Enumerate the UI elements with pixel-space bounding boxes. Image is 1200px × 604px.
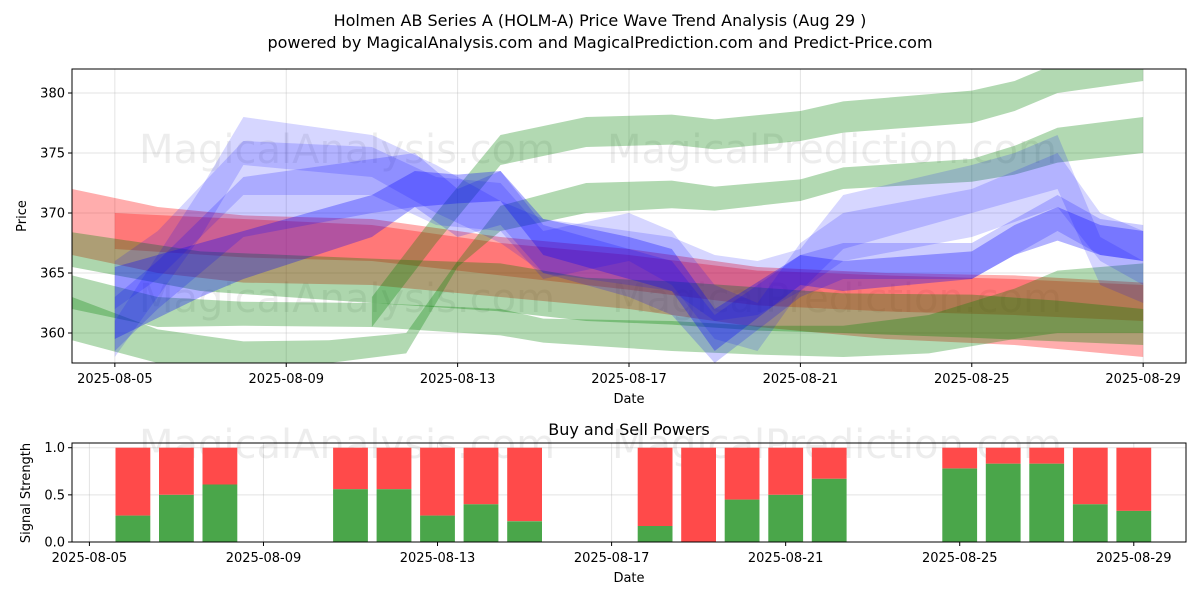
sell-power-bar xyxy=(681,447,716,542)
price-wave-band-green xyxy=(72,232,1144,345)
price-x-tick-label: 2025-08-13 xyxy=(420,372,496,387)
price-x-tick-label: 2025-08-29 xyxy=(1105,372,1181,387)
price-x-tick-label: 2025-08-09 xyxy=(248,372,324,387)
chart-title: Holmen AB Series A (HOLM-A) Price Wave T… xyxy=(334,11,867,30)
buy-power-bar xyxy=(1116,510,1152,542)
price-x-tick-label: 2025-08-17 xyxy=(591,372,667,387)
price-wave-band-green xyxy=(72,117,1144,363)
buy-power-bar xyxy=(942,468,978,542)
sell-power-bar xyxy=(768,447,804,495)
price-x-ticks: 2025-08-05 2025-08-09 2025-08-13 2025-08-17… xyxy=(77,363,1181,387)
signal-x-tick-label: 2025-08-25 xyxy=(922,551,998,566)
price-wave-band-green xyxy=(371,69,1144,327)
price-y-axis-label: Price xyxy=(15,200,30,232)
buy-power-bar xyxy=(159,494,194,542)
price-y-ticks: 360 365 370 375 380 xyxy=(40,87,72,342)
sell-power-bar xyxy=(376,447,412,490)
price-wave-band-blue xyxy=(114,153,1144,363)
sell-power-bar xyxy=(333,447,368,490)
signal-y-tick-label: 1.0 xyxy=(44,441,65,456)
buy-power-bar xyxy=(420,515,455,542)
signal-plot-frame xyxy=(71,442,1187,543)
price-x-tick-label: 2025-08-21 xyxy=(763,372,839,387)
price-y-tick-label: 375 xyxy=(40,147,65,162)
price-panel: MagicalAnalysis.com MagicalPrediction.co… xyxy=(15,68,1187,407)
buy-power-bar xyxy=(768,494,804,542)
price-wave-bands xyxy=(72,69,1144,363)
price-x-axis-label: Date xyxy=(613,392,644,407)
price-y-tick-label: 365 xyxy=(40,267,65,282)
price-wave-band-blue xyxy=(114,141,1144,351)
sell-power-bar xyxy=(159,447,194,495)
price-plot-area xyxy=(72,69,1186,363)
signal-x-tick-label: 2025-08-21 xyxy=(748,551,824,566)
signal-x-tick-label: 2025-08-05 xyxy=(52,551,128,566)
watermark-text: MagicalPrediction.com xyxy=(607,127,1057,173)
watermark-text: MagicalAnalysis.com xyxy=(139,127,555,173)
signal-y-ticks: 0.0 0.5 1.0 xyxy=(44,441,72,551)
buy-power-bar xyxy=(333,489,368,542)
price-x-tick-label: 2025-08-05 xyxy=(77,372,153,387)
price-watermarks: MagicalAnalysis.com MagicalPrediction.co… xyxy=(139,127,1062,322)
watermark-text: MagicalPrediction.com xyxy=(612,276,1062,322)
signal-x-tick-label: 2025-08-17 xyxy=(574,551,650,566)
signal-x-tick-label: 2025-08-09 xyxy=(226,551,302,566)
sell-power-bar xyxy=(463,447,499,505)
buy-power-bar xyxy=(811,478,847,542)
buy-power-bar xyxy=(507,521,542,542)
price-y-tick-label: 360 xyxy=(40,327,65,342)
sell-power-bar xyxy=(942,447,978,469)
signal-panel: MagicalAnalysis.com MagicalPrediction.co… xyxy=(19,420,1187,586)
sell-power-bar xyxy=(1029,447,1065,464)
price-wave-band-blue xyxy=(114,171,1144,351)
buy-power-bar xyxy=(115,515,151,542)
sell-power-bar xyxy=(1072,447,1108,505)
price-wave-band-blue xyxy=(114,117,1144,357)
signal-y-tick-label: 0.0 xyxy=(44,536,65,551)
signal-x-tick-label: 2025-08-13 xyxy=(400,551,476,566)
watermark-text: MagicalAnalysis.com xyxy=(139,276,555,322)
signal-y-axis-label: Signal Strength xyxy=(19,443,34,543)
price-wave-band-red xyxy=(72,189,1144,357)
price-wave-band-red xyxy=(114,213,1144,321)
buy-power-bar xyxy=(724,499,760,542)
price-grid xyxy=(72,69,1186,363)
price-x-tick-label: 2025-08-25 xyxy=(934,372,1010,387)
signal-x-axis-label: Date xyxy=(613,571,644,586)
signal-x-tick-label: 2025-08-29 xyxy=(1096,551,1172,566)
buy-power-bar xyxy=(1072,504,1108,542)
sell-power-bar xyxy=(724,447,760,500)
signal-bars xyxy=(115,447,1152,542)
price-wave-band-green xyxy=(72,263,1144,357)
sell-power-bar xyxy=(420,447,455,516)
sell-power-bar xyxy=(811,447,847,479)
signal-x-ticks: 2025-08-05 2025-08-09 2025-08-13 2025-08-17… xyxy=(52,542,1172,566)
signal-y-tick-label: 0.5 xyxy=(44,488,65,503)
sell-power-bar xyxy=(507,447,542,522)
sell-power-bar xyxy=(202,447,238,485)
signal-panel-title: Buy and Sell Powers xyxy=(548,420,710,439)
buy-power-bar xyxy=(637,526,673,542)
sell-power-bar xyxy=(115,447,151,516)
sell-power-bar xyxy=(1116,447,1152,511)
price-y-tick-label: 370 xyxy=(40,207,65,222)
buy-power-bar xyxy=(202,484,238,542)
buy-power-bar xyxy=(376,489,412,542)
buy-power-bar xyxy=(1029,463,1065,542)
buy-power-bar xyxy=(985,463,1021,542)
sell-power-bar xyxy=(985,447,1021,464)
sell-power-bar xyxy=(637,447,673,526)
buy-power-bar xyxy=(463,504,499,542)
chart-subtitle: powered by MagicalAnalysis.com and Magic… xyxy=(267,33,932,52)
price-y-tick-label: 380 xyxy=(40,87,65,102)
